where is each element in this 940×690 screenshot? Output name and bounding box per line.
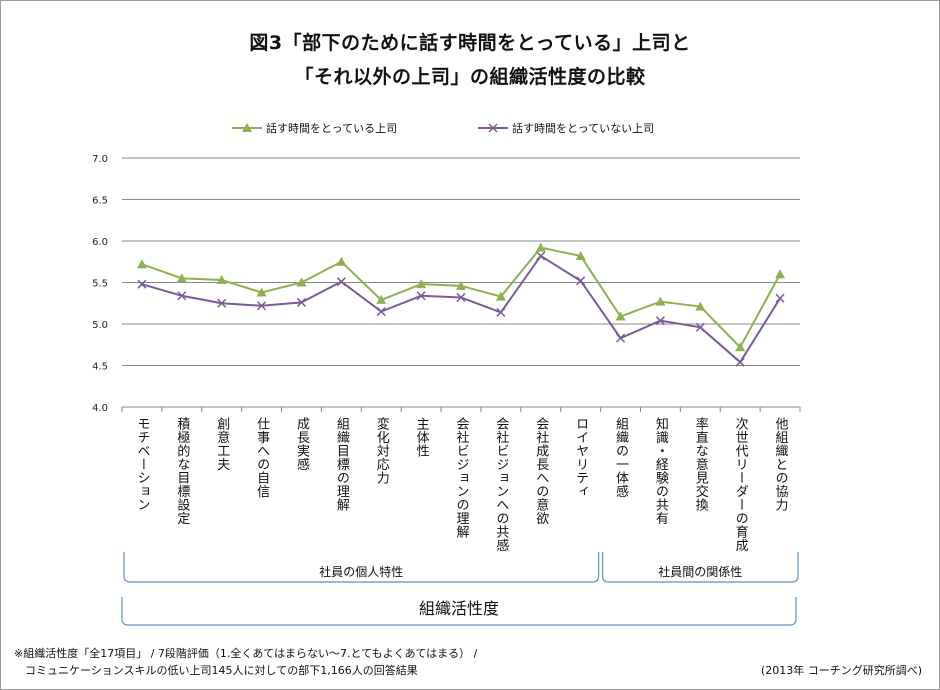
y-tick-label: 7.0: [92, 154, 108, 165]
data-point-triangle: [376, 294, 387, 304]
data-point-cross: [336, 277, 346, 287]
data-point-triangle: [615, 311, 626, 321]
cross-stroke: [257, 301, 267, 311]
data-point-triangle: [535, 242, 546, 252]
legend-label: 話す時間をとっていない上司: [512, 121, 654, 135]
x-tick-label: 主体性: [414, 417, 430, 458]
x-tick-label: 他組織との協力: [773, 417, 789, 512]
cross-stroke: [416, 291, 426, 301]
data-point-triangle: [336, 256, 347, 266]
data-point-triangle: [495, 291, 506, 301]
y-tick-label: 5.5: [92, 279, 108, 290]
cross-stroke: [296, 297, 307, 307]
data-point-cross: [775, 293, 785, 303]
cross-stroke: [735, 357, 745, 367]
data-point-cross: [416, 291, 426, 301]
data-point-cross: [496, 307, 506, 317]
cross-stroke: [137, 279, 147, 289]
legend-triangle-marker: [242, 123, 252, 132]
x-tick-label: 創意工夫: [214, 417, 230, 471]
x-axis: モチベーション 積極的な目標設定 創意工夫 仕事への自信 成長実感 組織目標の理解 変化対応…: [121, 407, 801, 553]
x-tick-label: 積極的な目標設定: [174, 417, 190, 526]
data-point-triangle: [695, 301, 706, 311]
cross-stroke: [695, 322, 705, 332]
cross-stroke: [496, 307, 506, 317]
data-point-cross: [257, 301, 267, 311]
data-point-triangle: [775, 269, 786, 279]
x-tick-label: 会社ビジョンの理解: [454, 417, 470, 539]
legend-label: 話す時間をとっている上司: [266, 121, 397, 135]
data-point-triangle: [456, 280, 466, 290]
x-tick-label: モチベーション: [134, 417, 150, 512]
y-tick-label: 6.0: [92, 237, 108, 248]
data-point-triangle: [256, 287, 267, 297]
cross-stroke: [336, 277, 346, 287]
data-point-cross: [296, 297, 307, 307]
data-point-cross: [137, 279, 147, 289]
cross-stroke: [217, 298, 227, 308]
data-point-cross: [615, 333, 626, 343]
cross-stroke: [177, 291, 187, 301]
data-point-cross: [456, 292, 466, 302]
data-point-cross: [735, 357, 745, 367]
data-point-triangle: [216, 275, 227, 285]
cross-stroke: [576, 276, 586, 286]
data-point-triangle: [735, 342, 746, 352]
cross-stroke: [456, 292, 466, 302]
series-layer: [136, 242, 786, 367]
x-tick-label: 会社ビジョンへの共感: [493, 417, 509, 552]
group-1-label: 社員間の関係性: [658, 564, 742, 579]
y-tick-label: 5.0: [92, 320, 108, 331]
series-line: [141, 254, 781, 364]
legend-cross-marker: [488, 123, 498, 133]
data-point-cross: [177, 291, 187, 301]
overall-axis-bracket: [121, 597, 797, 626]
data-point-cross: [217, 298, 227, 308]
group-0-bracket: [123, 552, 600, 583]
footnote-line-2: コミュニケーションスキルの低い上司145人に対しての部下1,166人の回答結果: [14, 664, 418, 677]
data-point-cross: [695, 322, 705, 332]
group-1-bracket: [601, 552, 799, 583]
data-point-triangle: [176, 273, 187, 283]
data-point-triangle: [655, 296, 666, 306]
data-point-cross: [376, 307, 386, 317]
y-tick-label: 6.5: [92, 196, 108, 207]
x-tick-label: 組織目標の理解: [334, 417, 350, 512]
data-point-triangle: [296, 277, 307, 287]
cross-stroke: [376, 307, 386, 317]
x-tick-label: 変化対応力: [374, 416, 390, 485]
cross-stroke: [615, 333, 626, 343]
x-tick-label: 組織の一体感: [613, 417, 629, 498]
x-tick-label: 会社成長への意欲: [533, 417, 549, 525]
y-tick-label: 4.5: [92, 362, 108, 373]
group-0-label: 社員の個人特性: [319, 564, 403, 579]
overall-axis-label: 組織活性度: [419, 599, 499, 618]
x-tick-label: 仕事への自信: [254, 417, 270, 498]
x-tick-label: 知識・経験の共有: [653, 416, 669, 525]
y-tick-label: 4.0: [92, 403, 108, 414]
chart-title-line-1: 図3「部下のために話す時間をとっている」上司と: [249, 32, 691, 54]
cross-stroke: [655, 316, 665, 326]
source-note: (2013年 コーチング研究所調べ): [760, 664, 922, 677]
data-point-cross: [576, 276, 586, 286]
y-axis: 7.0 6.5 6.0 5.5 5.0 4.5 4.0: [92, 154, 108, 414]
data-point-cross: [536, 251, 546, 261]
legend: 話す時間をとっている上司 話す時間をとっていない上司: [232, 121, 654, 135]
footnote-line-1: ※組織活性度「全17項目」 / 7段階評価（1.全くあてはまらない〜7.とてもよ…: [14, 647, 478, 660]
x-tick-label: 率直な意見交換: [693, 416, 709, 512]
cross-stroke: [775, 293, 785, 303]
data-point-triangle: [575, 250, 586, 260]
data-point-triangle: [136, 259, 147, 269]
x-tick-label: ロイヤリティ: [573, 417, 589, 498]
cross-stroke: [536, 251, 546, 261]
x-tick-label: 次世代リーダーの育成: [733, 416, 749, 553]
data-point-triangle: [416, 279, 427, 289]
chart-title-line-2: 「それ以外の上司」の組織活性度の比較: [294, 66, 646, 88]
x-tick-label: 成長実感: [294, 417, 310, 471]
data-point-cross: [655, 316, 665, 326]
